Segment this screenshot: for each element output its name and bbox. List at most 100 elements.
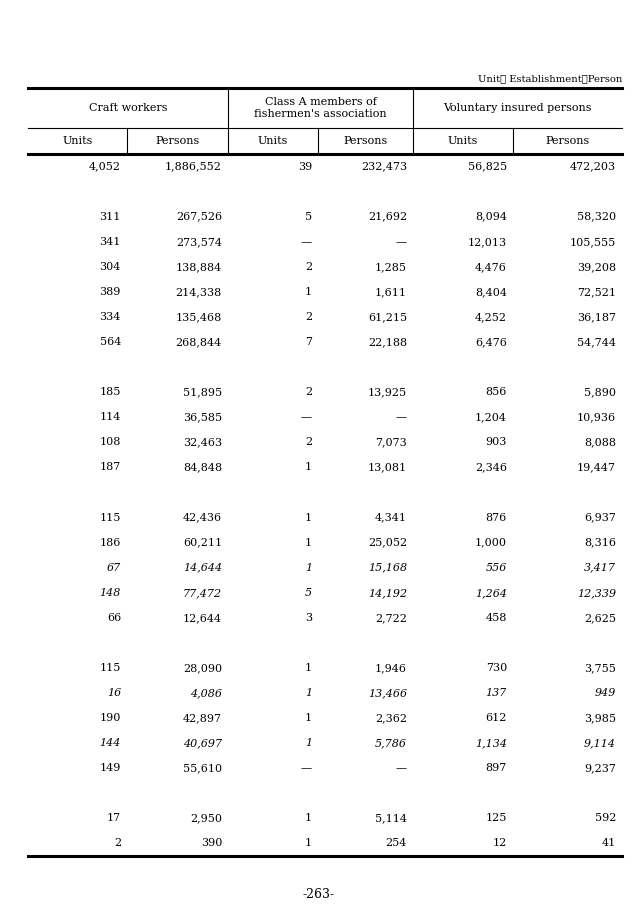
Text: Craft workers: Craft workers bbox=[89, 103, 167, 113]
Text: 254: 254 bbox=[385, 838, 407, 848]
Text: 6,476: 6,476 bbox=[475, 337, 507, 347]
Text: 2: 2 bbox=[114, 838, 121, 848]
Text: 16: 16 bbox=[107, 688, 121, 698]
Text: 14,644: 14,644 bbox=[183, 563, 222, 573]
Text: 67: 67 bbox=[107, 563, 121, 573]
Text: —: — bbox=[396, 412, 407, 422]
Text: Unit： Establishment、Person: Unit： Establishment、Person bbox=[477, 74, 622, 83]
Text: 12,644: 12,644 bbox=[183, 613, 222, 623]
Text: 556: 556 bbox=[486, 563, 507, 573]
Text: 341: 341 bbox=[100, 237, 121, 247]
Text: 3: 3 bbox=[305, 613, 312, 623]
Text: 7: 7 bbox=[305, 337, 312, 347]
Text: 3,755: 3,755 bbox=[584, 663, 616, 673]
Text: 730: 730 bbox=[486, 663, 507, 673]
Text: 39,208: 39,208 bbox=[577, 261, 616, 272]
Text: 84,848: 84,848 bbox=[183, 462, 222, 472]
Text: —: — bbox=[396, 237, 407, 247]
Text: 564: 564 bbox=[100, 337, 121, 347]
Text: 108: 108 bbox=[100, 437, 121, 447]
Text: 138,884: 138,884 bbox=[176, 261, 222, 272]
Text: 187: 187 bbox=[100, 462, 121, 472]
Text: Voluntary insured persons: Voluntary insured persons bbox=[443, 103, 592, 113]
Text: —: — bbox=[301, 237, 312, 247]
Text: 22,188: 22,188 bbox=[368, 337, 407, 347]
Text: 12,013: 12,013 bbox=[468, 237, 507, 247]
Text: 10,936: 10,936 bbox=[577, 412, 616, 422]
Text: 6,937: 6,937 bbox=[584, 513, 616, 523]
Text: 949: 949 bbox=[595, 688, 616, 698]
Text: 32,463: 32,463 bbox=[183, 437, 222, 447]
Text: 8,088: 8,088 bbox=[584, 437, 616, 447]
Text: 13,081: 13,081 bbox=[368, 462, 407, 472]
Text: 61,215: 61,215 bbox=[368, 312, 407, 322]
Text: 54,744: 54,744 bbox=[577, 337, 616, 347]
Text: 13,466: 13,466 bbox=[368, 688, 407, 698]
Text: 1: 1 bbox=[305, 738, 312, 748]
Text: Class A members of
fishermen's association: Class A members of fishermen's associati… bbox=[254, 97, 387, 119]
Text: 612: 612 bbox=[486, 713, 507, 723]
Text: 14,192: 14,192 bbox=[368, 588, 407, 598]
Text: 8,094: 8,094 bbox=[475, 212, 507, 222]
Text: 42,897: 42,897 bbox=[183, 713, 222, 723]
Text: 58,320: 58,320 bbox=[577, 212, 616, 222]
Text: 105,555: 105,555 bbox=[570, 237, 616, 247]
Text: 12: 12 bbox=[493, 838, 507, 848]
Text: 5: 5 bbox=[305, 212, 312, 222]
Text: Units: Units bbox=[448, 136, 478, 146]
Text: 39: 39 bbox=[298, 162, 312, 172]
Text: 5,786: 5,786 bbox=[375, 738, 407, 748]
Text: Persons: Persons bbox=[155, 136, 199, 146]
Text: 125: 125 bbox=[486, 813, 507, 823]
Text: 389: 389 bbox=[100, 286, 121, 297]
Text: 2: 2 bbox=[305, 437, 312, 447]
Text: 25,052: 25,052 bbox=[368, 538, 407, 548]
Text: 66: 66 bbox=[107, 613, 121, 623]
Text: 72,521: 72,521 bbox=[577, 286, 616, 297]
Text: 1,134: 1,134 bbox=[475, 738, 507, 748]
Text: 115: 115 bbox=[100, 513, 121, 523]
Text: 12,339: 12,339 bbox=[577, 588, 616, 598]
Text: 8,404: 8,404 bbox=[475, 286, 507, 297]
Text: 268,844: 268,844 bbox=[176, 337, 222, 347]
Text: 311: 311 bbox=[100, 212, 121, 222]
Text: 3,985: 3,985 bbox=[584, 713, 616, 723]
Text: —: — bbox=[301, 412, 312, 422]
Text: 1: 1 bbox=[305, 513, 312, 523]
Text: 2: 2 bbox=[305, 261, 312, 272]
Text: 267,526: 267,526 bbox=[176, 212, 222, 222]
Text: 21,692: 21,692 bbox=[368, 212, 407, 222]
Text: —: — bbox=[301, 763, 312, 773]
Text: 2: 2 bbox=[305, 387, 312, 397]
Text: -263-: -263- bbox=[303, 889, 335, 902]
Text: 135,468: 135,468 bbox=[176, 312, 222, 322]
Text: 214,338: 214,338 bbox=[176, 286, 222, 297]
Text: 3,417: 3,417 bbox=[584, 563, 616, 573]
Text: 19,447: 19,447 bbox=[577, 462, 616, 472]
Text: 13,925: 13,925 bbox=[368, 387, 407, 397]
Text: 390: 390 bbox=[201, 838, 222, 848]
Text: 36,187: 36,187 bbox=[577, 312, 616, 322]
Text: 1: 1 bbox=[305, 663, 312, 673]
Text: 1,886,552: 1,886,552 bbox=[165, 162, 222, 172]
Text: 9,237: 9,237 bbox=[584, 763, 616, 773]
Text: 1,264: 1,264 bbox=[475, 588, 507, 598]
Text: 232,473: 232,473 bbox=[361, 162, 407, 172]
Text: 40,697: 40,697 bbox=[183, 738, 222, 748]
Text: Units: Units bbox=[63, 136, 93, 146]
Text: 4,252: 4,252 bbox=[475, 312, 507, 322]
Text: 185: 185 bbox=[100, 387, 121, 397]
Text: 115: 115 bbox=[100, 663, 121, 673]
Text: 149: 149 bbox=[100, 763, 121, 773]
Text: 4,052: 4,052 bbox=[89, 162, 121, 172]
Text: 876: 876 bbox=[486, 513, 507, 523]
Text: 1: 1 bbox=[305, 713, 312, 723]
Text: 1,946: 1,946 bbox=[375, 663, 407, 673]
Text: 4,086: 4,086 bbox=[190, 688, 222, 698]
Text: 144: 144 bbox=[100, 738, 121, 748]
Text: 4,341: 4,341 bbox=[375, 513, 407, 523]
Text: 472,203: 472,203 bbox=[570, 162, 616, 172]
Text: 15,168: 15,168 bbox=[368, 563, 407, 573]
Text: 186: 186 bbox=[100, 538, 121, 548]
Text: 17: 17 bbox=[107, 813, 121, 823]
